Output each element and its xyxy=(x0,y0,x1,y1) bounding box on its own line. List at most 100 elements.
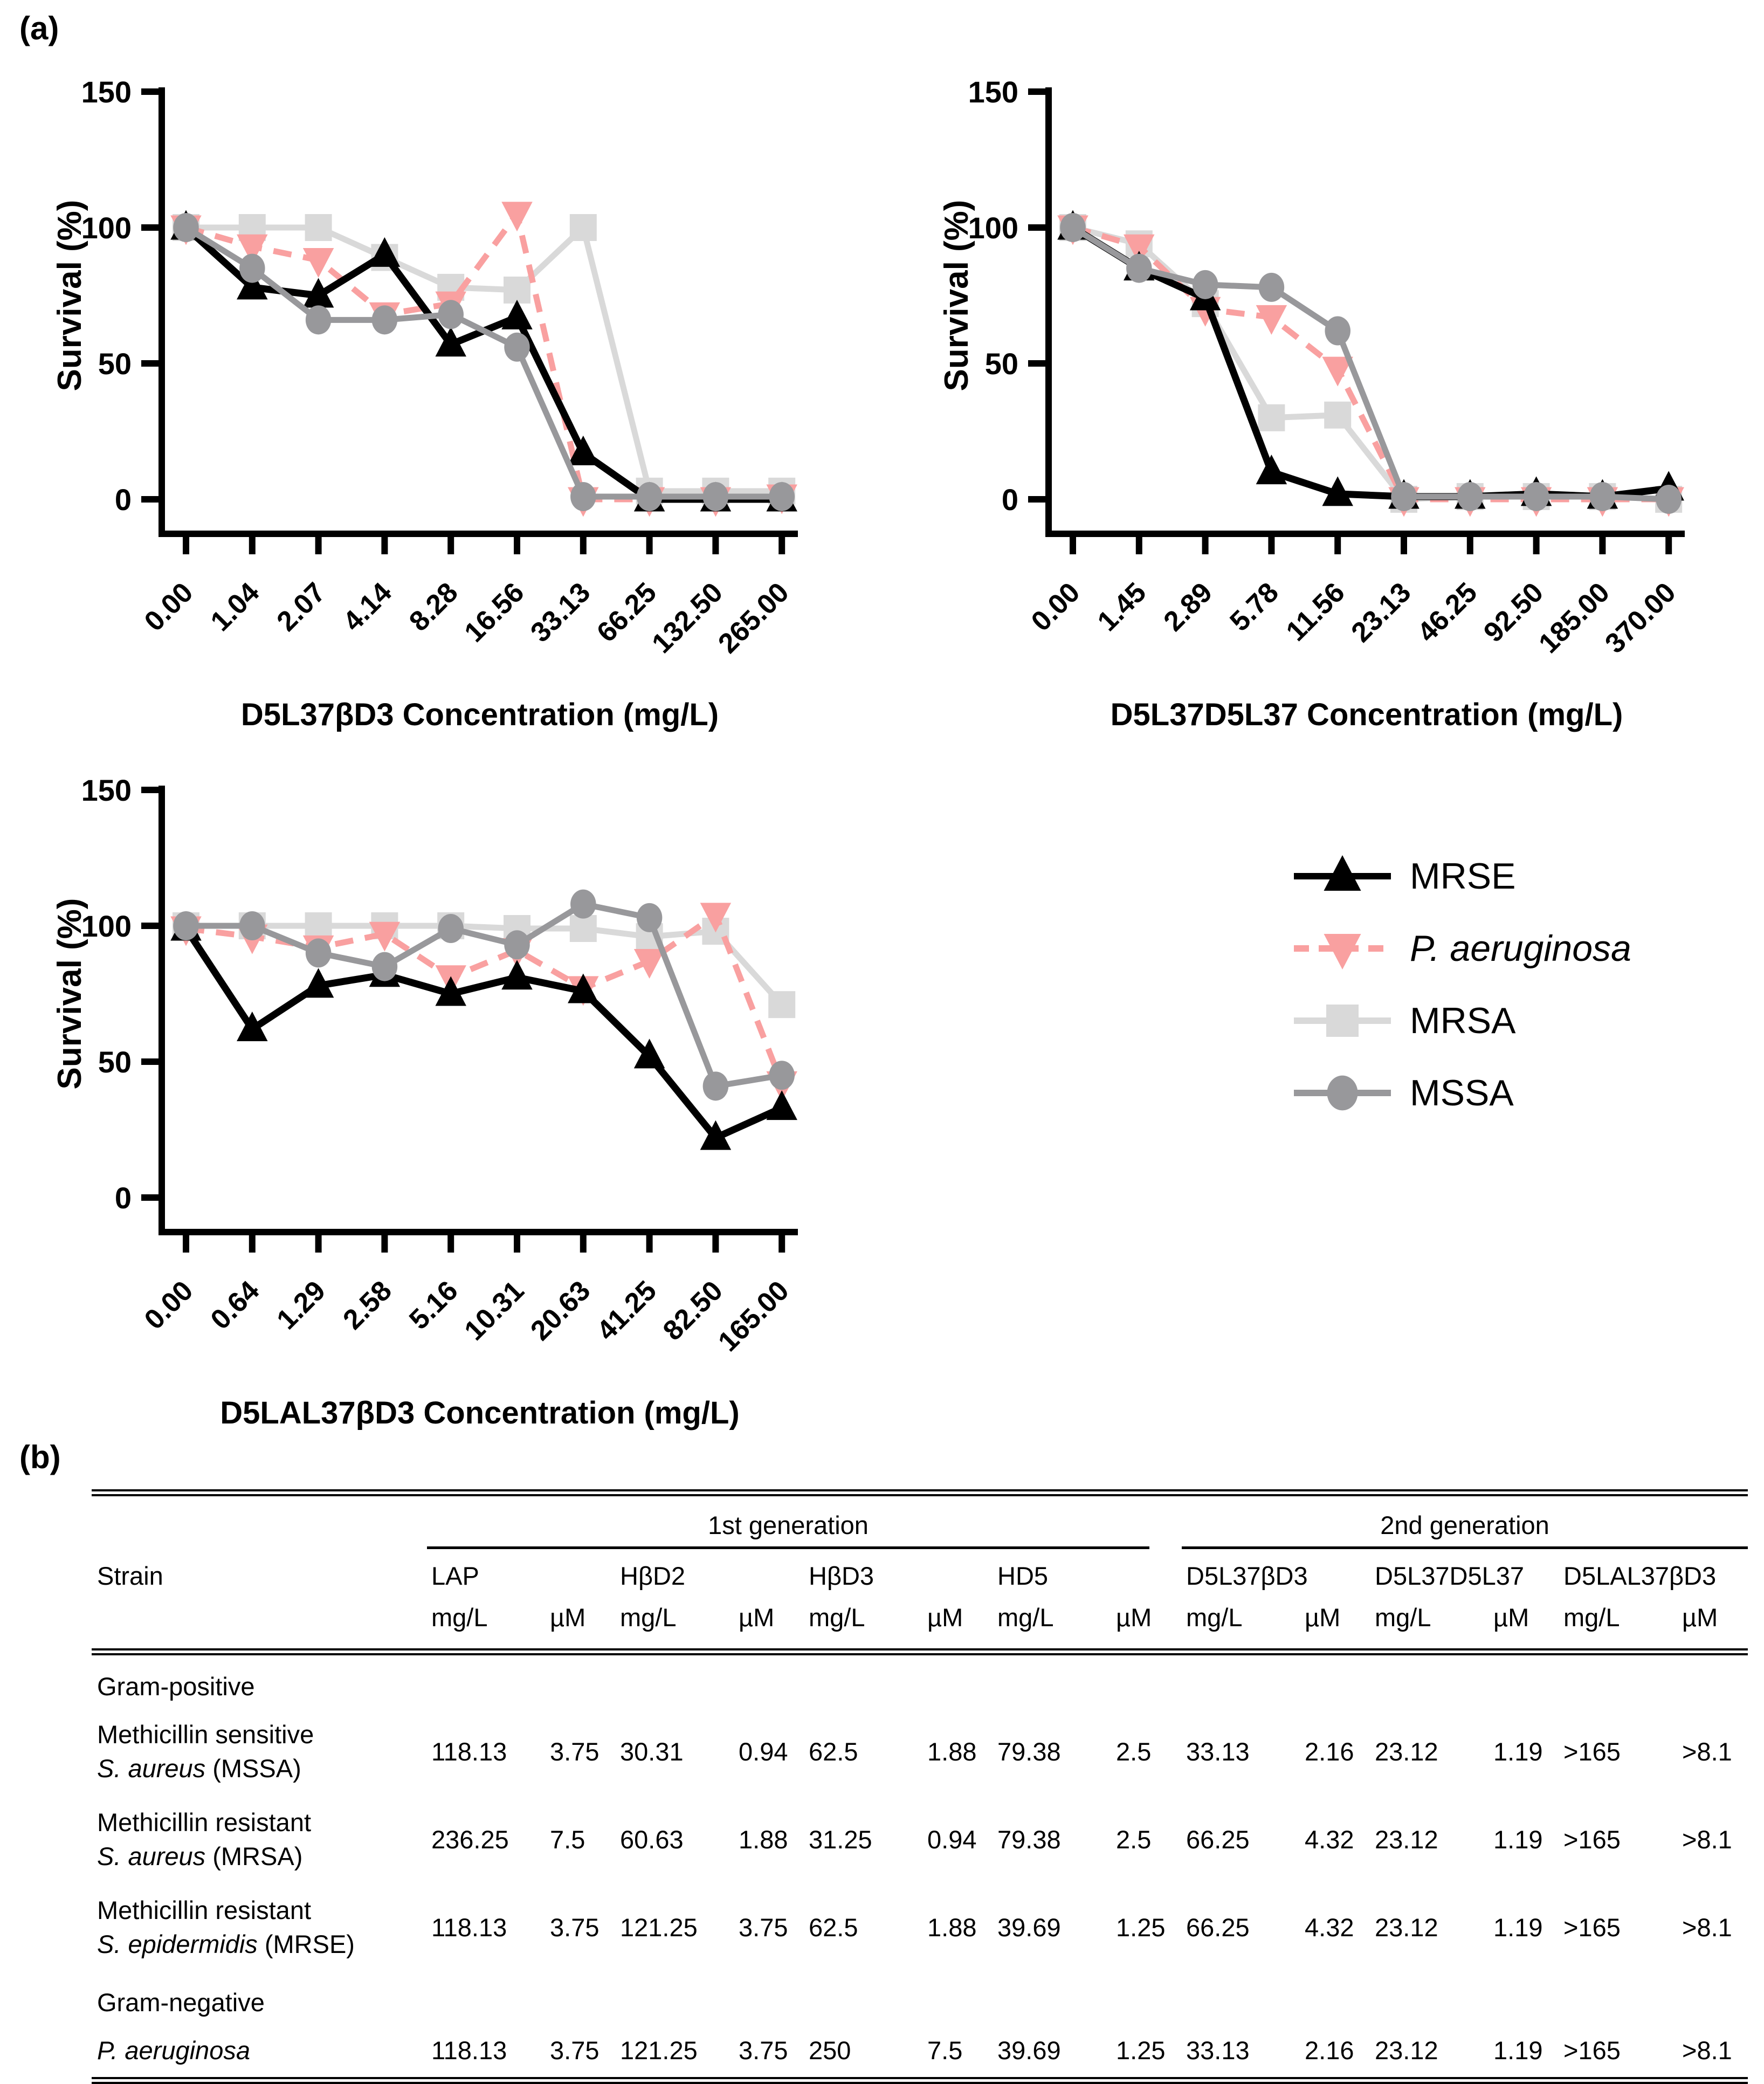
mic-value: 60.63 xyxy=(620,1825,684,1854)
x-tick-label: 4.14 xyxy=(337,576,398,637)
x-tick-label: 370.00 xyxy=(1599,576,1682,659)
x-tick-label: 33.13 xyxy=(525,576,596,648)
series-mssa-marker xyxy=(1457,482,1483,511)
series-mssa-marker xyxy=(504,930,530,960)
legend-mrse-swatch xyxy=(1294,855,1391,891)
series-mssa-marker xyxy=(636,903,663,932)
y-tick-label: 0 xyxy=(115,1181,132,1215)
x-axis-title: D5LAL37βD3 Concentration (mg/L) xyxy=(220,1395,739,1430)
x-tick-label: 10.31 xyxy=(458,1275,530,1346)
legend-mrse-icon xyxy=(1324,855,1361,891)
y-tick-label: 50 xyxy=(98,347,132,381)
series-mssa-marker xyxy=(769,1061,795,1090)
mic-value: 39.69 xyxy=(997,1913,1061,1942)
mic-value: 3.75 xyxy=(550,1737,600,1766)
table-units-row: mg/L µM mg/L µM mg/L µM mg/L µM mg/L µM mg/L µM mg/L… xyxy=(92,1594,1748,1655)
mic-table: 1st generation 2nd generation Strain LAP HβD… xyxy=(92,1489,1748,2084)
y-tick-label: 50 xyxy=(985,347,1018,381)
series-mrse-marker xyxy=(302,278,334,308)
y-axis-title: Survival (%) xyxy=(51,200,88,391)
legend-label: MRSA xyxy=(1410,1000,1516,1041)
series-mssa-marker xyxy=(504,332,530,362)
series-mssa-marker xyxy=(1258,272,1285,302)
y-axis-title: Survival (%) xyxy=(51,898,88,1090)
x-tick-label: 132.50 xyxy=(646,576,728,659)
series-p-aeruginosa-marker xyxy=(700,903,732,933)
series-mrse-marker xyxy=(766,1090,797,1120)
mic-value: 33.13 xyxy=(1186,2035,1250,2065)
series-mssa-marker xyxy=(570,889,596,919)
panel-a-label: (a) xyxy=(19,10,59,46)
x-tick-label: 5.16 xyxy=(403,1275,464,1336)
mic-value: >165 xyxy=(1563,1913,1621,1942)
section-header-row: Gram-negative xyxy=(92,1971,1748,2024)
peptide-header-hd5: HD5 xyxy=(997,1562,1049,1590)
series-mssa-marker xyxy=(239,253,265,283)
strain-name: Methicillin resistant S. aureus (MRSA) xyxy=(97,1807,312,1871)
series-mssa-marker xyxy=(371,305,398,335)
series-mrse-marker xyxy=(568,973,599,1003)
unit-um: µM xyxy=(923,1594,993,1655)
unit-um: µM xyxy=(1300,1594,1371,1655)
mic-value: 2.16 xyxy=(1305,1737,1354,1766)
series-mssa-marker xyxy=(769,482,795,511)
series-mssa-marker xyxy=(305,938,332,968)
mic-value: 0.94 xyxy=(927,1825,977,1854)
x-tick-label: 165.00 xyxy=(712,1275,795,1357)
mic-value: 23.12 xyxy=(1375,1825,1438,1854)
series-mssa-line xyxy=(184,225,782,500)
series-mrse-marker xyxy=(302,968,334,998)
series-mrse-marker xyxy=(633,1038,665,1069)
series-mssa-marker xyxy=(1589,482,1616,511)
mic-value: 1.88 xyxy=(927,1737,977,1766)
series-mrsa-marker xyxy=(768,991,796,1019)
mic-value: 4.32 xyxy=(1305,1913,1354,1942)
legend-label: MSSA xyxy=(1410,1072,1514,1113)
mic-value: 79.38 xyxy=(997,1825,1061,1854)
mic-value: 31.25 xyxy=(809,1825,872,1854)
unit-mg-l: mg/L xyxy=(804,1594,923,1655)
legend-p-aeruginosa-swatch xyxy=(1294,934,1391,969)
series-mssa-marker xyxy=(438,300,464,329)
mic-value: 1.19 xyxy=(1493,1825,1543,1854)
series-mssa-marker xyxy=(702,1071,729,1101)
section-header-gram-negative: Gram-negative xyxy=(97,1987,265,2017)
unit-mg-l: mg/L xyxy=(616,1594,734,1655)
series-mrsa-marker xyxy=(569,915,597,943)
mic-value: 79.38 xyxy=(997,1737,1061,1766)
mic-value: >8.1 xyxy=(1682,1737,1732,1766)
peptide-header-h-d2: HβD2 xyxy=(620,1562,686,1590)
series-p-aeruginosa-marker xyxy=(633,949,665,979)
legend-p-aeruginosa-icon xyxy=(1324,934,1361,969)
unit-um: µM xyxy=(1112,1594,1182,1655)
series-p-aeruginosa-marker xyxy=(302,247,334,278)
series-mrsa-marker xyxy=(1258,404,1285,431)
mic-value: 62.5 xyxy=(809,1737,858,1766)
strain-name: Methicillin resistant S. epidermidis (MRS… xyxy=(97,1895,355,1959)
x-tick-label: 185.00 xyxy=(1533,576,1615,659)
y-tick-label: 100 xyxy=(968,211,1018,245)
series-p-aeruginosa-marker xyxy=(1124,234,1155,264)
series-mssa-line xyxy=(186,900,783,1090)
series-mssa-marker xyxy=(371,952,398,981)
y-tick-label: 0 xyxy=(115,483,132,517)
unit-mg-l: mg/L xyxy=(1559,1594,1678,1655)
x-tick-label: 5.78 xyxy=(1224,576,1285,637)
mic-value: 3.75 xyxy=(550,2035,600,2065)
series-mssa-marker xyxy=(173,213,199,242)
series-mssa-marker xyxy=(1391,482,1417,511)
mic-value: 66.25 xyxy=(1186,1913,1250,1942)
series-mssa-marker xyxy=(1656,485,1682,514)
y-tick-label: 0 xyxy=(1002,483,1018,517)
series-mssa-marker xyxy=(1523,482,1549,511)
x-tick-label: 41.25 xyxy=(591,1275,663,1346)
x-tick-label: 20.63 xyxy=(525,1275,596,1346)
unit-um: µM xyxy=(734,1594,804,1655)
legend-mrsa-swatch xyxy=(1294,1005,1391,1037)
mic-value: 23.12 xyxy=(1375,1913,1438,1942)
legend-mssa-icon xyxy=(1327,1075,1358,1111)
series-p-aeruginosa-marker xyxy=(501,202,533,232)
series-p-aeruginosa-marker xyxy=(237,234,268,264)
series-mssa-marker xyxy=(438,914,464,944)
